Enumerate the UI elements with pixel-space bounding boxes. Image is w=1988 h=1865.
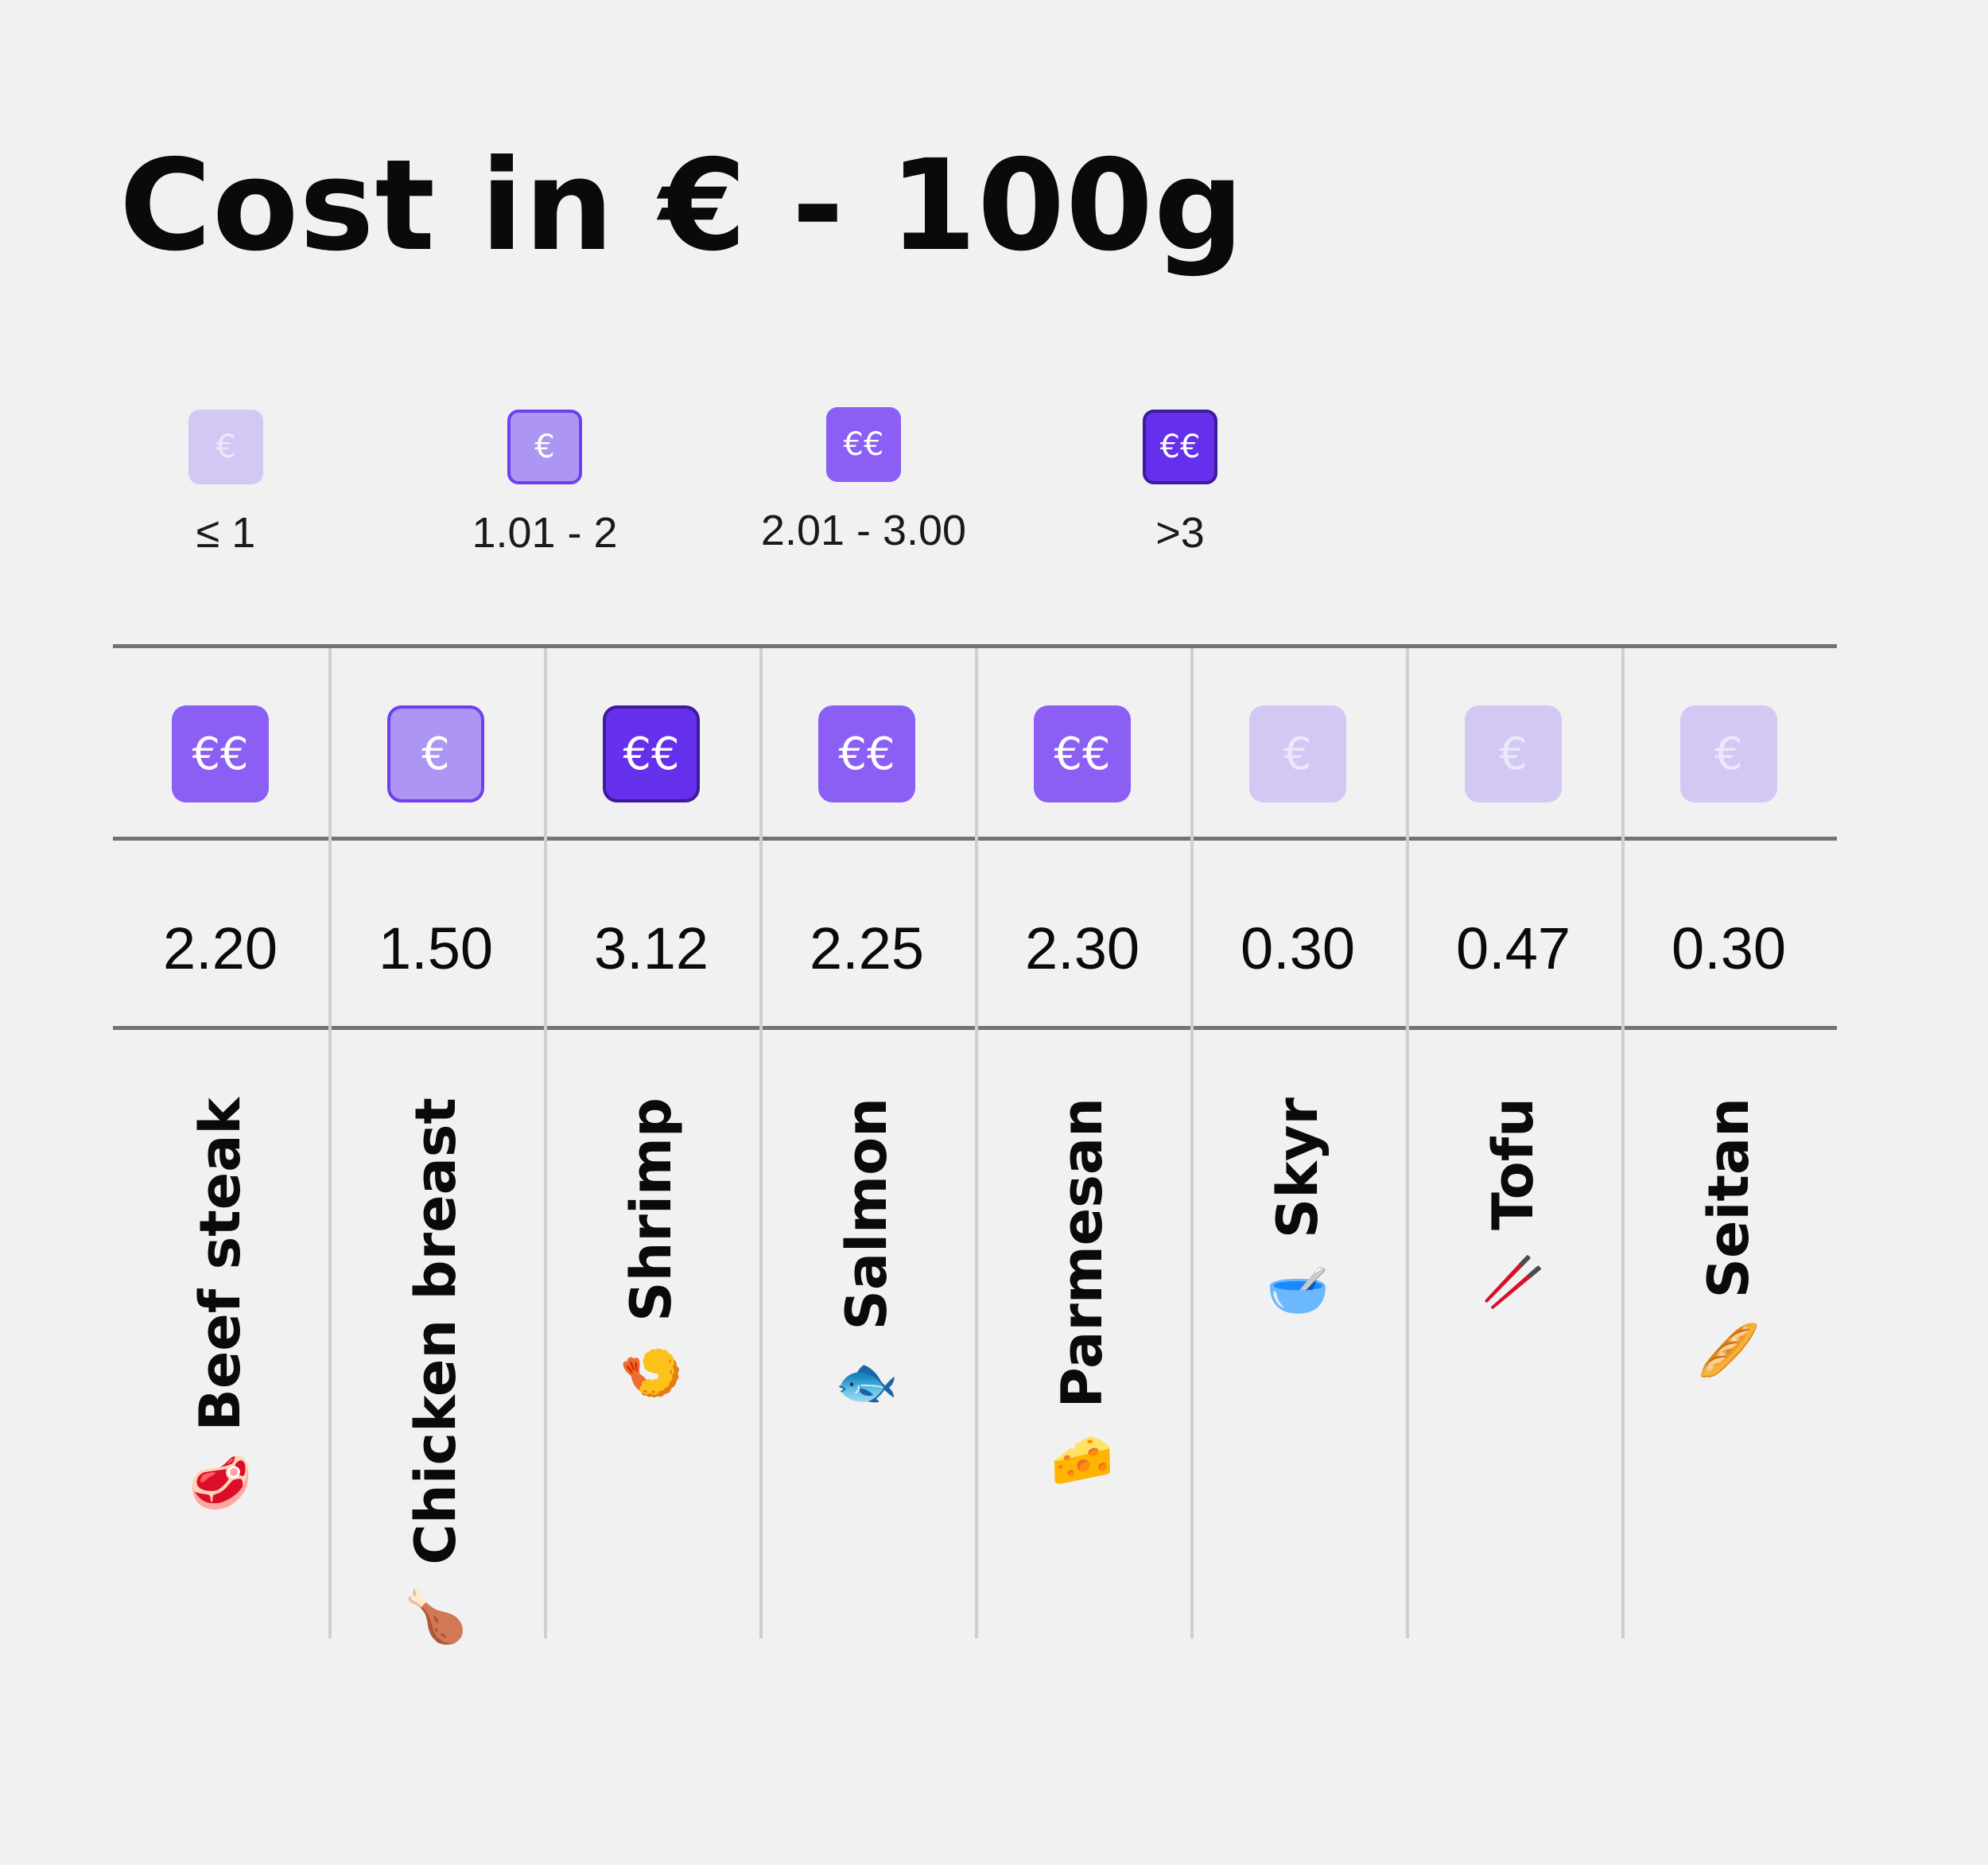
cost-value: 3.12 — [593, 915, 709, 981]
legend-range-label: 2.01 - 3.00 — [760, 507, 967, 554]
food-name: Beef steak — [188, 1098, 253, 1432]
column-divider — [1406, 648, 1409, 1638]
food-column-seitan: € 0.30 🥖 Seitan — [1621, 648, 1836, 1638]
legend-range-label: ≤ 1 — [196, 509, 256, 557]
page-title: Cost in € - 100g — [119, 133, 1245, 279]
column-divider — [328, 648, 332, 1638]
food-name: Shrimp — [619, 1098, 684, 1322]
food-column-tofu: € 0.47 🥢 Tofu — [1406, 648, 1621, 1638]
euro-badge-icon: €€ — [1034, 705, 1131, 802]
food-label: 🥣 Skyr — [1265, 1098, 1330, 1323]
food-name: Salmon — [834, 1098, 899, 1331]
legend-range-label: >3 — [1155, 509, 1205, 557]
cost-value: 2.20 — [162, 915, 278, 981]
euro-badge-icon: €€ — [1143, 410, 1217, 484]
legend-item-tier-1: € ≤ 1 — [107, 410, 345, 558]
cost-value: 0.30 — [1671, 915, 1787, 981]
column-divider — [1621, 648, 1625, 1638]
column-divider — [544, 648, 547, 1638]
fish-icon: 🐟 — [835, 1353, 899, 1412]
food-column-shrimp: €€ 3.12 🍤 Shrimp — [544, 648, 759, 1638]
food-column-parmesan: €€ 2.30 🧀 Parmesan — [975, 648, 1190, 1638]
food-column-skyr: € 0.30 🥣 Skyr — [1190, 648, 1405, 1638]
cost-value: 1.50 — [378, 915, 494, 981]
food-name: Skyr — [1265, 1098, 1330, 1239]
food-label: 🐟 Salmon — [834, 1098, 899, 1414]
column-divider — [759, 648, 763, 1638]
food-label: 🥖 Seitan — [1696, 1098, 1761, 1382]
food-label: 🍤 Shrimp — [619, 1098, 684, 1406]
food-label: 🥩 Beef steak — [188, 1098, 253, 1515]
cost-value: 0.47 — [1455, 915, 1571, 981]
chicken-leg-icon: 🍗 — [404, 1587, 468, 1647]
bowl-icon: 🥣 — [1266, 1261, 1330, 1320]
euro-badge-icon: € — [1465, 705, 1562, 802]
food-column-beef-steak: €€ 2.20 🥩 Beef steak — [113, 648, 328, 1638]
food-name: Tofu — [1481, 1098, 1546, 1230]
food-column-chicken-breast: € 1.50 🍗 Chicken breast — [328, 648, 543, 1646]
food-label: 🍗 Chicken breast — [403, 1098, 468, 1649]
column-divider — [975, 648, 978, 1638]
cheese-icon: 🧀 — [1050, 1431, 1114, 1490]
euro-badge-icon: € — [1680, 705, 1777, 802]
cost-value: 2.30 — [1024, 915, 1140, 981]
food-name: Seitan — [1696, 1098, 1761, 1299]
legend-range-label: 1.01 - 2 — [472, 509, 618, 557]
euro-badge-icon: €€ — [603, 705, 700, 802]
euro-badge-icon: € — [387, 705, 484, 802]
food-label: 🥢 Tofu — [1481, 1098, 1546, 1315]
food-label: 🧀 Parmesan — [1050, 1098, 1115, 1492]
euro-badge-icon: €€ — [172, 705, 269, 802]
chopsticks-icon: 🥢 — [1481, 1253, 1545, 1312]
legend-item-tier-4: €€ >3 — [1061, 410, 1299, 558]
shrimp-icon: 🍤 — [619, 1344, 683, 1404]
legend-item-tier-3: €€ 2.01 - 3.00 — [744, 407, 983, 555]
euro-badge-icon: € — [188, 410, 263, 484]
euro-badge-icon: € — [507, 410, 582, 484]
euro-badge-icon: €€ — [826, 407, 901, 482]
cost-value: 0.30 — [1240, 915, 1356, 981]
euro-badge-icon: €€ — [818, 705, 915, 802]
steak-icon: 🥩 — [188, 1454, 252, 1513]
column-divider — [1190, 648, 1194, 1638]
food-name: Chicken breast — [403, 1098, 468, 1565]
cost-value: 2.25 — [809, 915, 925, 981]
food-name: Parmesan — [1050, 1098, 1115, 1408]
euro-badge-icon: € — [1249, 705, 1346, 802]
table-top-divider — [113, 644, 1837, 648]
food-column-salmon: €€ 2.25 🐟 Salmon — [759, 648, 974, 1638]
baguette-icon: 🥖 — [1697, 1321, 1761, 1381]
legend-item-tier-2: € 1.01 - 2 — [425, 410, 664, 558]
